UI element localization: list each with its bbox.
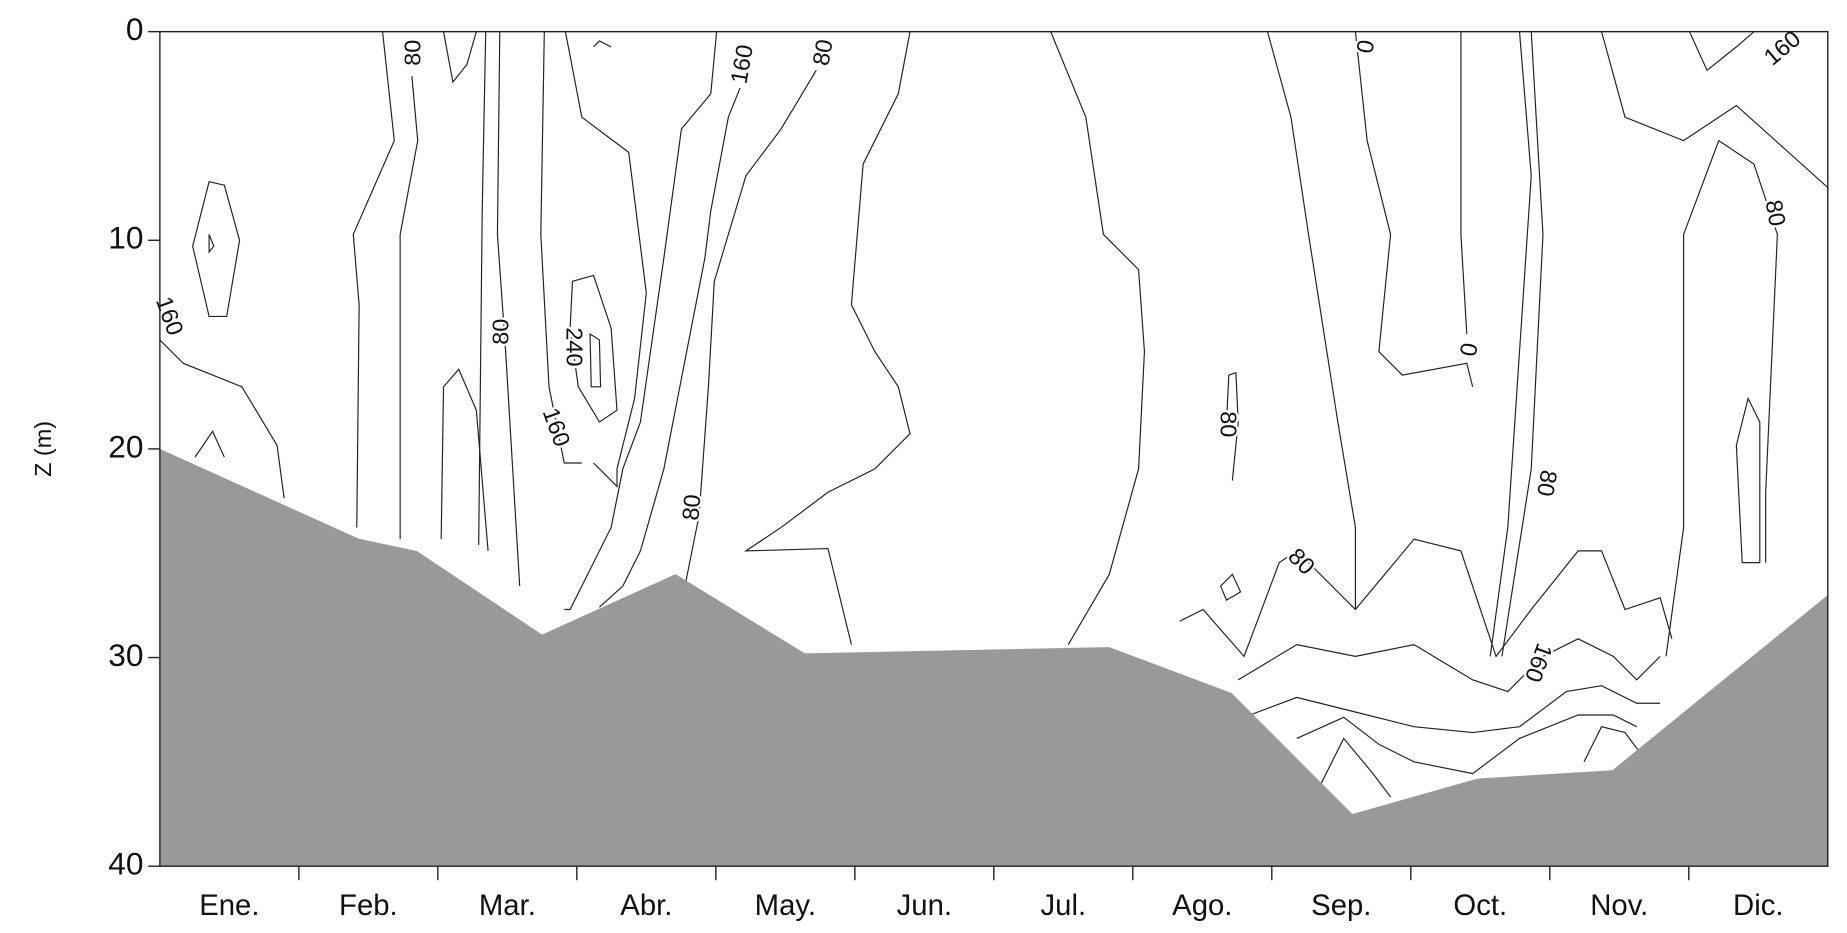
contour-label: 80 <box>399 40 425 66</box>
x-tick-label: Abr. <box>620 889 672 922</box>
x-tick-label: Ene. <box>199 889 259 922</box>
contour-label: 160 <box>151 293 189 339</box>
contour-label: 80 <box>1532 468 1562 498</box>
x-tick-label: Jun. <box>897 889 952 922</box>
seabed-area <box>159 448 1828 867</box>
x-tick-label: Jul. <box>1041 889 1087 922</box>
contour-label: 80 <box>808 37 838 67</box>
x-tick-label: May. <box>755 889 816 922</box>
y-tick-label: 20 <box>108 428 143 464</box>
x-tick-label: Sep. <box>1311 889 1371 922</box>
contour-label: 80 <box>1761 198 1791 228</box>
contour-lines <box>159 31 1829 798</box>
x-tick-label: Feb. <box>339 889 398 922</box>
contour-label: 80 <box>1283 543 1320 580</box>
contour-label: 240 <box>561 327 587 366</box>
contour-label: 80 <box>677 493 705 521</box>
contour-label: 160 <box>1520 640 1558 686</box>
contour-label: 160 <box>538 404 576 450</box>
x-tick-label: Oct. <box>1453 889 1507 922</box>
y-tick-label: 40 <box>108 846 143 882</box>
y-tick-label: 10 <box>108 220 143 256</box>
contour-label: 80 <box>487 319 513 345</box>
x-tick-label: Mar. <box>479 889 536 922</box>
y-tick-label: 30 <box>108 637 143 673</box>
contour-label: 80 <box>1215 411 1241 437</box>
contour-label: 0 <box>1351 38 1379 55</box>
y-tick-label: 0 <box>126 11 144 47</box>
contour-label: 0 <box>1455 341 1483 358</box>
x-tick-label: Dic. <box>1733 889 1783 922</box>
x-tick-label: Ago. <box>1172 889 1232 922</box>
x-tick-label: Nov. <box>1590 889 1648 922</box>
contour-label: 160 <box>726 43 758 86</box>
y-axis-label: Z (m) <box>30 421 56 477</box>
